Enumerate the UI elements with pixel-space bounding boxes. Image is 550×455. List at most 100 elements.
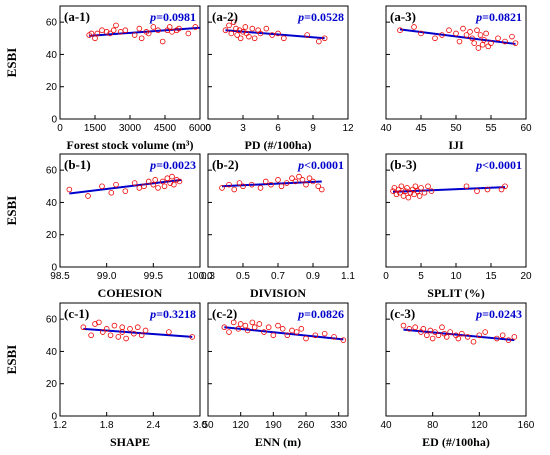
- data-point: [464, 334, 471, 340]
- data-point: [400, 322, 407, 329]
- data-point: [138, 35, 145, 42]
- data-point: [467, 29, 473, 35]
- x-axis-label: DIVISION: [250, 286, 306, 300]
- data-point: [456, 38, 463, 45]
- plot-frame: [59, 302, 201, 417]
- x-tick-label: 0.9: [306, 271, 320, 282]
- x-tick-label: 3000: [119, 123, 142, 134]
- y-tick-label: 40: [46, 347, 58, 358]
- data-point: [420, 326, 427, 332]
- y-tick-label: 20: [46, 230, 58, 241]
- p-symbol: p: [475, 307, 482, 321]
- x-tick-label: 100.0: [187, 271, 212, 282]
- data-point: [400, 193, 407, 199]
- data-point: [283, 180, 290, 186]
- panel-label: (b-3): [390, 157, 417, 172]
- x-tick-label: 0: [383, 271, 389, 282]
- data-point: [166, 24, 173, 30]
- p-symbol: p: [149, 307, 156, 321]
- data-point: [115, 334, 122, 340]
- data-point: [303, 335, 309, 342]
- data-point: [142, 327, 149, 334]
- data-point: [483, 30, 489, 37]
- panel-b3: 0 5 10 15 20 (b-3) p<0.0001 SPLIT (%): [383, 153, 532, 300]
- data-point: [279, 326, 286, 332]
- data-point: [234, 32, 240, 38]
- p-number: =0.0528: [304, 10, 344, 24]
- p-value: p=0.0821: [475, 10, 522, 24]
- data-point: [230, 319, 237, 326]
- data-point: [265, 324, 272, 331]
- y-tick-label: 40: [46, 50, 58, 61]
- data-point: [164, 175, 171, 182]
- p-number: =0.0821: [482, 10, 522, 24]
- data-point: [256, 321, 263, 327]
- data-point: [424, 332, 430, 339]
- panel-label: (c-1): [64, 306, 89, 321]
- data-point: [145, 30, 152, 37]
- data-point: [99, 183, 105, 190]
- data-point: [299, 177, 306, 183]
- p-value: p=0.0023: [149, 158, 196, 172]
- p-value: p=0.0826: [297, 307, 344, 321]
- fit-line: [392, 186, 506, 193]
- data-point: [459, 330, 465, 337]
- x-tick-label: 5: [418, 271, 424, 282]
- data-point: [257, 185, 264, 191]
- data-point: [411, 191, 417, 198]
- data-point: [249, 319, 256, 326]
- data-point: [484, 186, 491, 193]
- data-point: [150, 181, 157, 188]
- data-point: [470, 338, 477, 345]
- data-point: [498, 186, 505, 193]
- p-number: <0.0001: [304, 158, 344, 172]
- y-axis-label: ESBI: [4, 345, 19, 375]
- data-point: [251, 324, 258, 331]
- y-tick-label: 60: [46, 315, 58, 326]
- data-point: [477, 32, 484, 38]
- x-tick-label: 50: [450, 123, 462, 134]
- data-point: [306, 175, 313, 182]
- data-point: [481, 37, 487, 43]
- p-symbol: p: [149, 10, 156, 24]
- data-point: [236, 27, 243, 34]
- data-point: [293, 329, 300, 335]
- x-tick-label: 2.4: [146, 420, 160, 431]
- x-tick-label: 50: [202, 420, 214, 431]
- data-point: [421, 189, 428, 196]
- data-point: [406, 326, 413, 332]
- data-point: [192, 24, 199, 30]
- data-point: [85, 193, 91, 199]
- data-point: [166, 329, 172, 335]
- data-point: [485, 43, 492, 50]
- x-tick-label: 120: [471, 420, 488, 431]
- data-point: [92, 35, 98, 42]
- y-axis-label: ESBI: [4, 196, 19, 226]
- x-axis-label: SPLIT (%): [427, 286, 484, 300]
- x-tick-label: 99.0: [97, 271, 117, 282]
- panel-b2: 0.3 0.5 0.7 0.9 1.1 (b-2) p<0.0001 DIVISION: [201, 153, 355, 300]
- data-point: [123, 335, 129, 342]
- data-point: [499, 332, 506, 339]
- data-point: [474, 27, 480, 34]
- data-point: [228, 30, 235, 37]
- panel-label: (c-3): [390, 306, 415, 321]
- data-point: [439, 324, 445, 331]
- data-point: [463, 32, 470, 38]
- x-tick-label: 0: [205, 123, 211, 134]
- data-point: [152, 177, 159, 183]
- data-point: [432, 329, 438, 335]
- data-point: [145, 178, 152, 185]
- data-point: [270, 332, 277, 339]
- data-point: [119, 324, 126, 331]
- data-point: [275, 177, 281, 183]
- x-tick-label: 12: [342, 123, 354, 134]
- data-point: [269, 32, 275, 38]
- y-axis-label: ESBI: [4, 48, 19, 78]
- data-point: [231, 186, 238, 193]
- x-tick-label: 1500: [84, 123, 107, 134]
- data-point: [141, 183, 147, 190]
- x-tick-label: 1.8: [100, 420, 114, 431]
- p-value: p=0.0981: [149, 10, 196, 24]
